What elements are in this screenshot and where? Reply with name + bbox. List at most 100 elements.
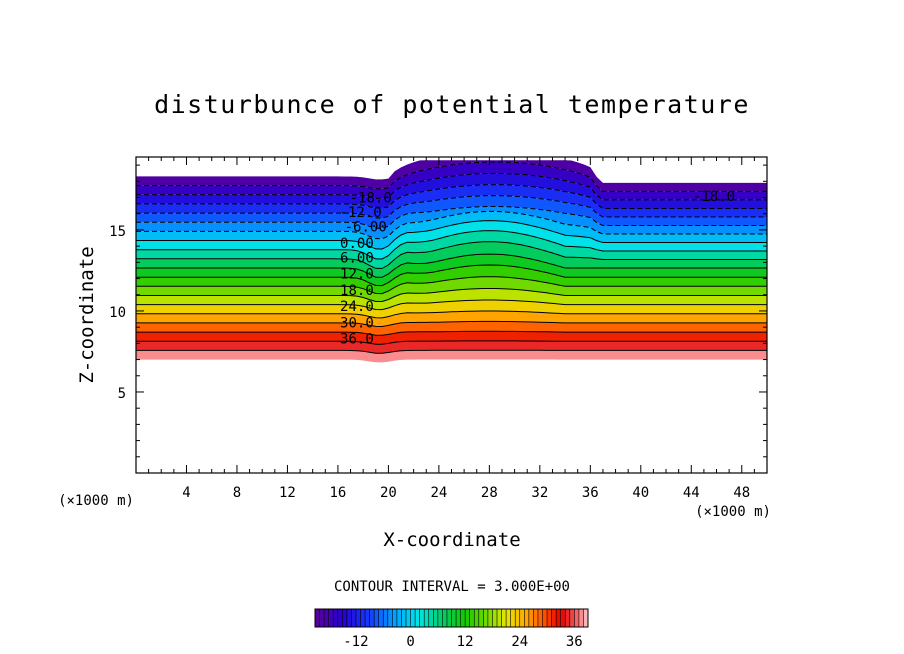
contour-line--18: [136, 161, 767, 192]
colorbar-cell: [428, 609, 434, 627]
x-tick-label: 48: [733, 485, 750, 501]
colorbar-cell: [410, 609, 416, 627]
contour-line--15: [136, 172, 767, 201]
colorbar-cell: [510, 609, 516, 627]
colorbar-cell: [469, 609, 475, 627]
colorbar-cell: [378, 609, 384, 627]
contour-line--9: [136, 195, 767, 219]
colorbar-cell: [501, 609, 507, 627]
colorbar-cell: [446, 609, 452, 627]
colorbar-cell: [401, 609, 407, 627]
colorbar-cell: [415, 609, 420, 627]
colorbar-cell: [547, 609, 552, 627]
x-tick-label: 12: [279, 485, 296, 501]
colorbar-cell: [328, 609, 334, 627]
band--12: [136, 184, 767, 218]
z-axis-label: Z-coordinate: [76, 246, 98, 383]
contour-label: 6.00: [340, 251, 374, 267]
colorbar-cell: [560, 609, 566, 627]
contour-line--12: [136, 184, 767, 209]
colorbar: [314, 608, 589, 628]
x-tick-label: 20: [380, 485, 397, 501]
colorbar-cell: [351, 609, 357, 627]
plot-area: [136, 160, 767, 363]
contour-line-36: [136, 349, 767, 354]
contour-labels: -18.0-12.0-6.000.006.0012.018.024.030.03…: [340, 189, 736, 348]
x-tick-label: 40: [632, 485, 649, 501]
contour-label: 18.0: [340, 283, 374, 299]
colorbar-cell: [387, 609, 393, 627]
z-tick-label: 5: [118, 386, 126, 402]
colorbar-cell: [383, 609, 389, 627]
colorbar-cell: [492, 609, 498, 627]
contour-line-9: [136, 253, 767, 278]
colorbar-cell: [474, 609, 480, 627]
colorbar-cell: [515, 609, 521, 627]
colorbar-cell: [569, 609, 575, 627]
colorbar-cell: [355, 609, 361, 627]
colorbar-cell: [451, 609, 457, 627]
colorbar-cell: [506, 609, 511, 627]
contour-label: -6.00: [345, 220, 387, 236]
x-tick-label: 4: [182, 485, 190, 501]
colorbar-cell: [342, 609, 348, 627]
colorbar-cell: [369, 609, 375, 627]
x-tick-label: 8: [233, 485, 241, 501]
colorbar-cell: [437, 609, 443, 627]
contour-interval-label: CONTOUR INTERVAL = 3.000E+00: [334, 579, 570, 595]
x-axis-label: X-coordinate: [383, 529, 520, 551]
colorbar-cell: [433, 609, 439, 627]
band--3: [136, 211, 767, 249]
x-tick-label: 24: [430, 485, 447, 501]
colorbar-cell: [324, 609, 329, 627]
colorbar-cell: [392, 609, 398, 627]
colorbar-ticks: -12 0 12 24 36: [343, 634, 582, 650]
z-tick-label: 15: [109, 224, 126, 240]
contour-line-18: [136, 288, 767, 302]
colorbar-cell: [315, 609, 320, 627]
contour-label: -18.0: [350, 191, 392, 207]
colorbar-cell: [497, 609, 502, 627]
colorbar-tick-label: 36: [566, 634, 583, 650]
colorbar-cell: [542, 609, 548, 627]
contour-label: 36.0: [340, 332, 374, 348]
contour-label: 0.00: [340, 236, 374, 252]
contour-label: 24.0: [340, 299, 374, 315]
contour-line-21: [136, 299, 767, 311]
colorbar-cell: [487, 609, 493, 627]
x-unit-label: (×1000 m): [695, 504, 771, 520]
colorbar-cell: [337, 609, 343, 627]
band-9: [136, 254, 767, 286]
colorbar-cell: [396, 609, 402, 627]
colorbar-cell: [483, 609, 489, 627]
colorbar-cell: [360, 609, 366, 627]
colorbar-cell: [365, 609, 370, 627]
x-axis: 4 8 12 16 20 24 28 32 36 40 44 48: [148, 157, 755, 501]
colorbar-tick-label: 0: [406, 634, 414, 650]
contour-label: -18.0: [693, 189, 735, 205]
contour-label: 12.0: [340, 267, 374, 283]
colorbar-cell: [442, 609, 448, 627]
colorbar-cell: [533, 609, 539, 627]
contour-line-0: [136, 220, 767, 250]
colorbar-tick-label: -12: [343, 634, 368, 650]
contour-line-30: [136, 330, 767, 336]
colorbar-cell: [460, 609, 466, 627]
contour-line-12: [136, 264, 767, 287]
contour-lines: [136, 161, 767, 354]
colorbar-cell: [583, 609, 589, 627]
z-tick-label: 10: [109, 305, 126, 321]
colorbar-cell: [465, 609, 470, 627]
band--9: [136, 195, 767, 229]
band-36: [136, 350, 767, 363]
band--18: [136, 162, 767, 200]
colorbar-cell: [424, 609, 430, 627]
colorbar-cell: [406, 609, 411, 627]
contour-line-24: [136, 310, 767, 319]
contour-line-15: [136, 276, 767, 295]
colorbar-cell: [574, 609, 580, 627]
band--15: [136, 173, 767, 209]
x-tick-label: 36: [582, 485, 599, 501]
contour-line-3: [136, 230, 767, 260]
